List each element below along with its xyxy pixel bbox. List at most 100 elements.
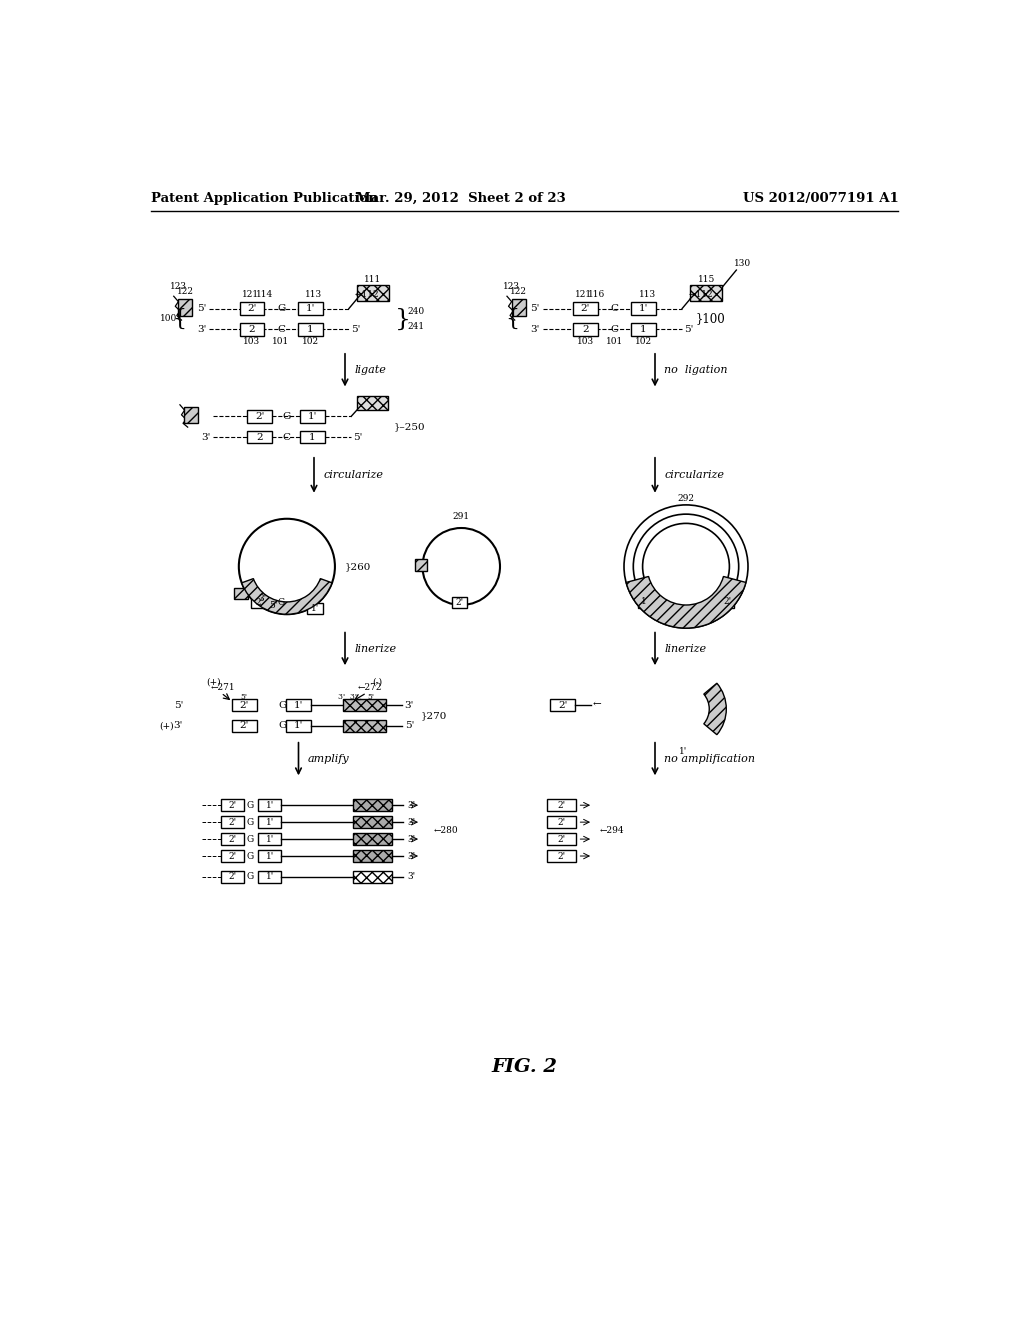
Text: 101: 101 — [272, 337, 290, 346]
Bar — [307, 603, 323, 614]
Text: 2: 2 — [256, 433, 263, 442]
Bar — [343, 719, 386, 733]
Bar — [258, 816, 282, 829]
Bar — [415, 558, 427, 572]
Text: (-): (-) — [373, 677, 383, 686]
Bar — [248, 411, 272, 422]
Text: }100: }100 — [695, 313, 725, 326]
Wedge shape — [242, 578, 332, 614]
Text: 2': 2' — [240, 701, 249, 710]
Bar — [352, 833, 391, 845]
Text: 1': 1' — [305, 304, 314, 313]
Bar — [356, 396, 388, 411]
Bar — [550, 700, 575, 711]
Bar — [286, 719, 311, 733]
Text: FIG. 2: FIG. 2 — [492, 1059, 558, 1076]
Text: G: G — [247, 873, 254, 882]
Text: 103: 103 — [244, 337, 260, 346]
Bar — [512, 300, 525, 317]
Bar — [258, 871, 282, 883]
Bar — [251, 597, 268, 609]
Text: ←: ← — [593, 701, 601, 710]
Bar — [221, 871, 245, 883]
Text: }: } — [395, 308, 412, 330]
Text: 102: 102 — [301, 337, 318, 346]
Bar — [300, 430, 325, 444]
Bar — [547, 816, 575, 829]
Text: ←112: ←112 — [355, 290, 380, 300]
Text: 240: 240 — [407, 306, 424, 315]
Text: 130: 130 — [734, 260, 752, 268]
Text: 122: 122 — [177, 288, 194, 296]
Text: ←271: ←271 — [210, 682, 234, 692]
Text: 3': 3' — [404, 701, 414, 710]
Text: 3'  3': 3' 3' — [338, 693, 356, 701]
Bar — [356, 285, 389, 301]
Text: circularize: circularize — [665, 470, 724, 480]
Text: ←112: ←112 — [688, 290, 713, 300]
Text: G: G — [247, 851, 254, 861]
Text: 2: 2 — [582, 325, 589, 334]
Text: Patent Application Publication: Patent Application Publication — [152, 191, 378, 205]
Bar — [240, 302, 264, 314]
Bar — [178, 300, 193, 317]
Text: 122: 122 — [510, 288, 527, 296]
Text: 2': 2' — [456, 598, 464, 607]
Bar — [258, 850, 282, 862]
Text: 3': 3' — [407, 873, 415, 882]
Text: 2': 2' — [557, 851, 565, 861]
Text: circularize: circularize — [324, 470, 383, 480]
Bar — [231, 719, 257, 733]
Text: }260: }260 — [345, 562, 372, 572]
Text: 1': 1' — [265, 851, 274, 861]
Text: ←294: ←294 — [599, 826, 624, 836]
Text: }–250: }–250 — [394, 422, 425, 432]
Text: 1: 1 — [307, 325, 313, 334]
Text: C: C — [610, 325, 618, 334]
Text: 100: 100 — [160, 314, 177, 323]
Text: G: G — [276, 304, 286, 313]
Text: 114: 114 — [256, 290, 273, 300]
Text: 3': 3' — [258, 594, 266, 603]
Text: 1': 1' — [265, 873, 274, 882]
Text: 121: 121 — [242, 290, 259, 300]
Text: 291: 291 — [453, 512, 470, 521]
Text: ligate: ligate — [354, 366, 386, 375]
Bar — [547, 799, 575, 812]
Text: 2': 2' — [256, 598, 264, 607]
Text: 3': 3' — [407, 851, 415, 861]
Text: 241: 241 — [407, 322, 424, 331]
Text: 1: 1 — [641, 598, 647, 606]
Text: 123: 123 — [503, 282, 520, 292]
Text: ←272: ←272 — [357, 682, 382, 692]
Text: G: G — [279, 722, 287, 730]
Text: 2': 2' — [228, 834, 237, 843]
Text: 1: 1 — [640, 325, 647, 334]
Text: G: G — [247, 817, 254, 826]
Bar — [352, 871, 391, 883]
Text: 113: 113 — [305, 290, 323, 300]
Text: 103: 103 — [577, 337, 594, 346]
Text: 1': 1' — [265, 834, 274, 843]
Text: 2': 2' — [558, 701, 567, 710]
Text: 5': 5' — [268, 601, 278, 610]
Bar — [722, 595, 734, 609]
Text: 2': 2' — [581, 304, 590, 313]
Text: 2': 2' — [228, 873, 237, 882]
Text: }270: }270 — [421, 711, 447, 719]
Bar — [221, 799, 245, 812]
Bar — [240, 323, 264, 335]
Bar — [286, 700, 311, 711]
Text: 3': 3' — [407, 817, 415, 826]
Bar — [352, 799, 391, 812]
Bar — [343, 700, 386, 711]
Bar — [258, 833, 282, 845]
Text: no  ligation: no ligation — [665, 366, 728, 375]
Text: C: C — [610, 304, 618, 313]
Text: linerize: linerize — [665, 644, 707, 653]
Text: 102: 102 — [635, 337, 652, 346]
Bar — [352, 816, 391, 829]
Text: 115: 115 — [697, 275, 715, 284]
Text: 1': 1' — [308, 412, 317, 421]
Bar — [300, 411, 325, 422]
